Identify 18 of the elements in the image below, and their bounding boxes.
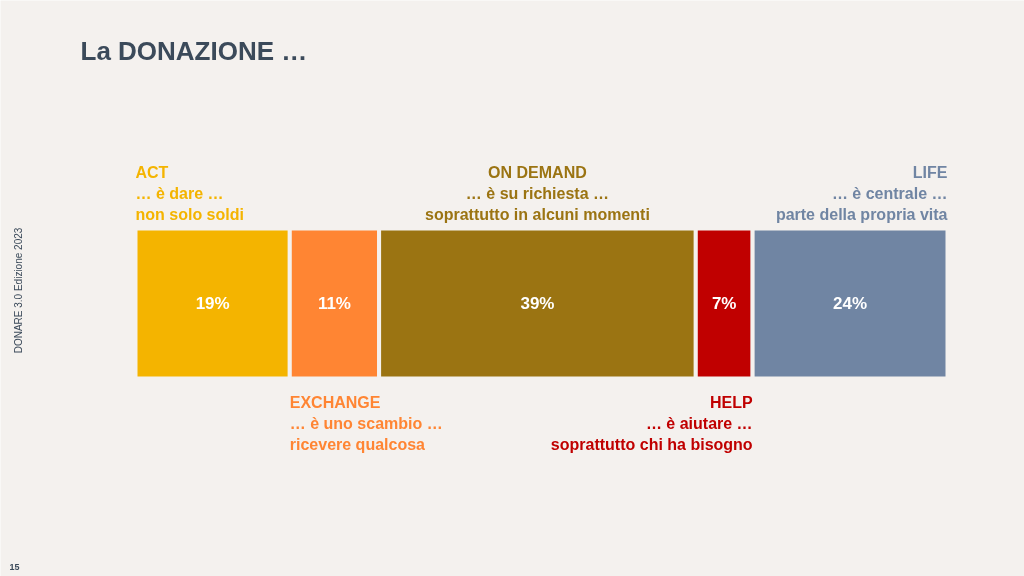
data-label: 7% bbox=[711, 294, 737, 313]
data-label: 24% bbox=[833, 294, 868, 313]
text: ON DEMAND bbox=[488, 164, 587, 181]
text: … è aiutare … soprattutto chi ha bisogno bbox=[550, 415, 753, 453]
text: LIFE bbox=[912, 164, 948, 181]
data-label: 39% bbox=[520, 294, 555, 313]
text: … è dare … non solo soldi bbox=[135, 185, 244, 223]
series-label: HELP bbox=[709, 394, 753, 411]
data-label: 19% bbox=[195, 294, 230, 313]
text: DONARE 3.0 Edizione 2023 bbox=[13, 227, 24, 354]
series-label: EXCHANGE bbox=[289, 394, 381, 411]
text: 15 bbox=[9, 561, 20, 572]
text: … è uno scambio … ricevere qualcosa bbox=[289, 415, 443, 453]
text: ACT bbox=[135, 164, 169, 181]
text: … è su richiesta … soprattutto in alcuni momenti bbox=[424, 185, 650, 223]
text: … è centrale … parte della propria vita bbox=[775, 185, 948, 223]
chart-title: La DONAZIONE … bbox=[80, 35, 308, 66]
data-label: 11% bbox=[317, 294, 351, 313]
